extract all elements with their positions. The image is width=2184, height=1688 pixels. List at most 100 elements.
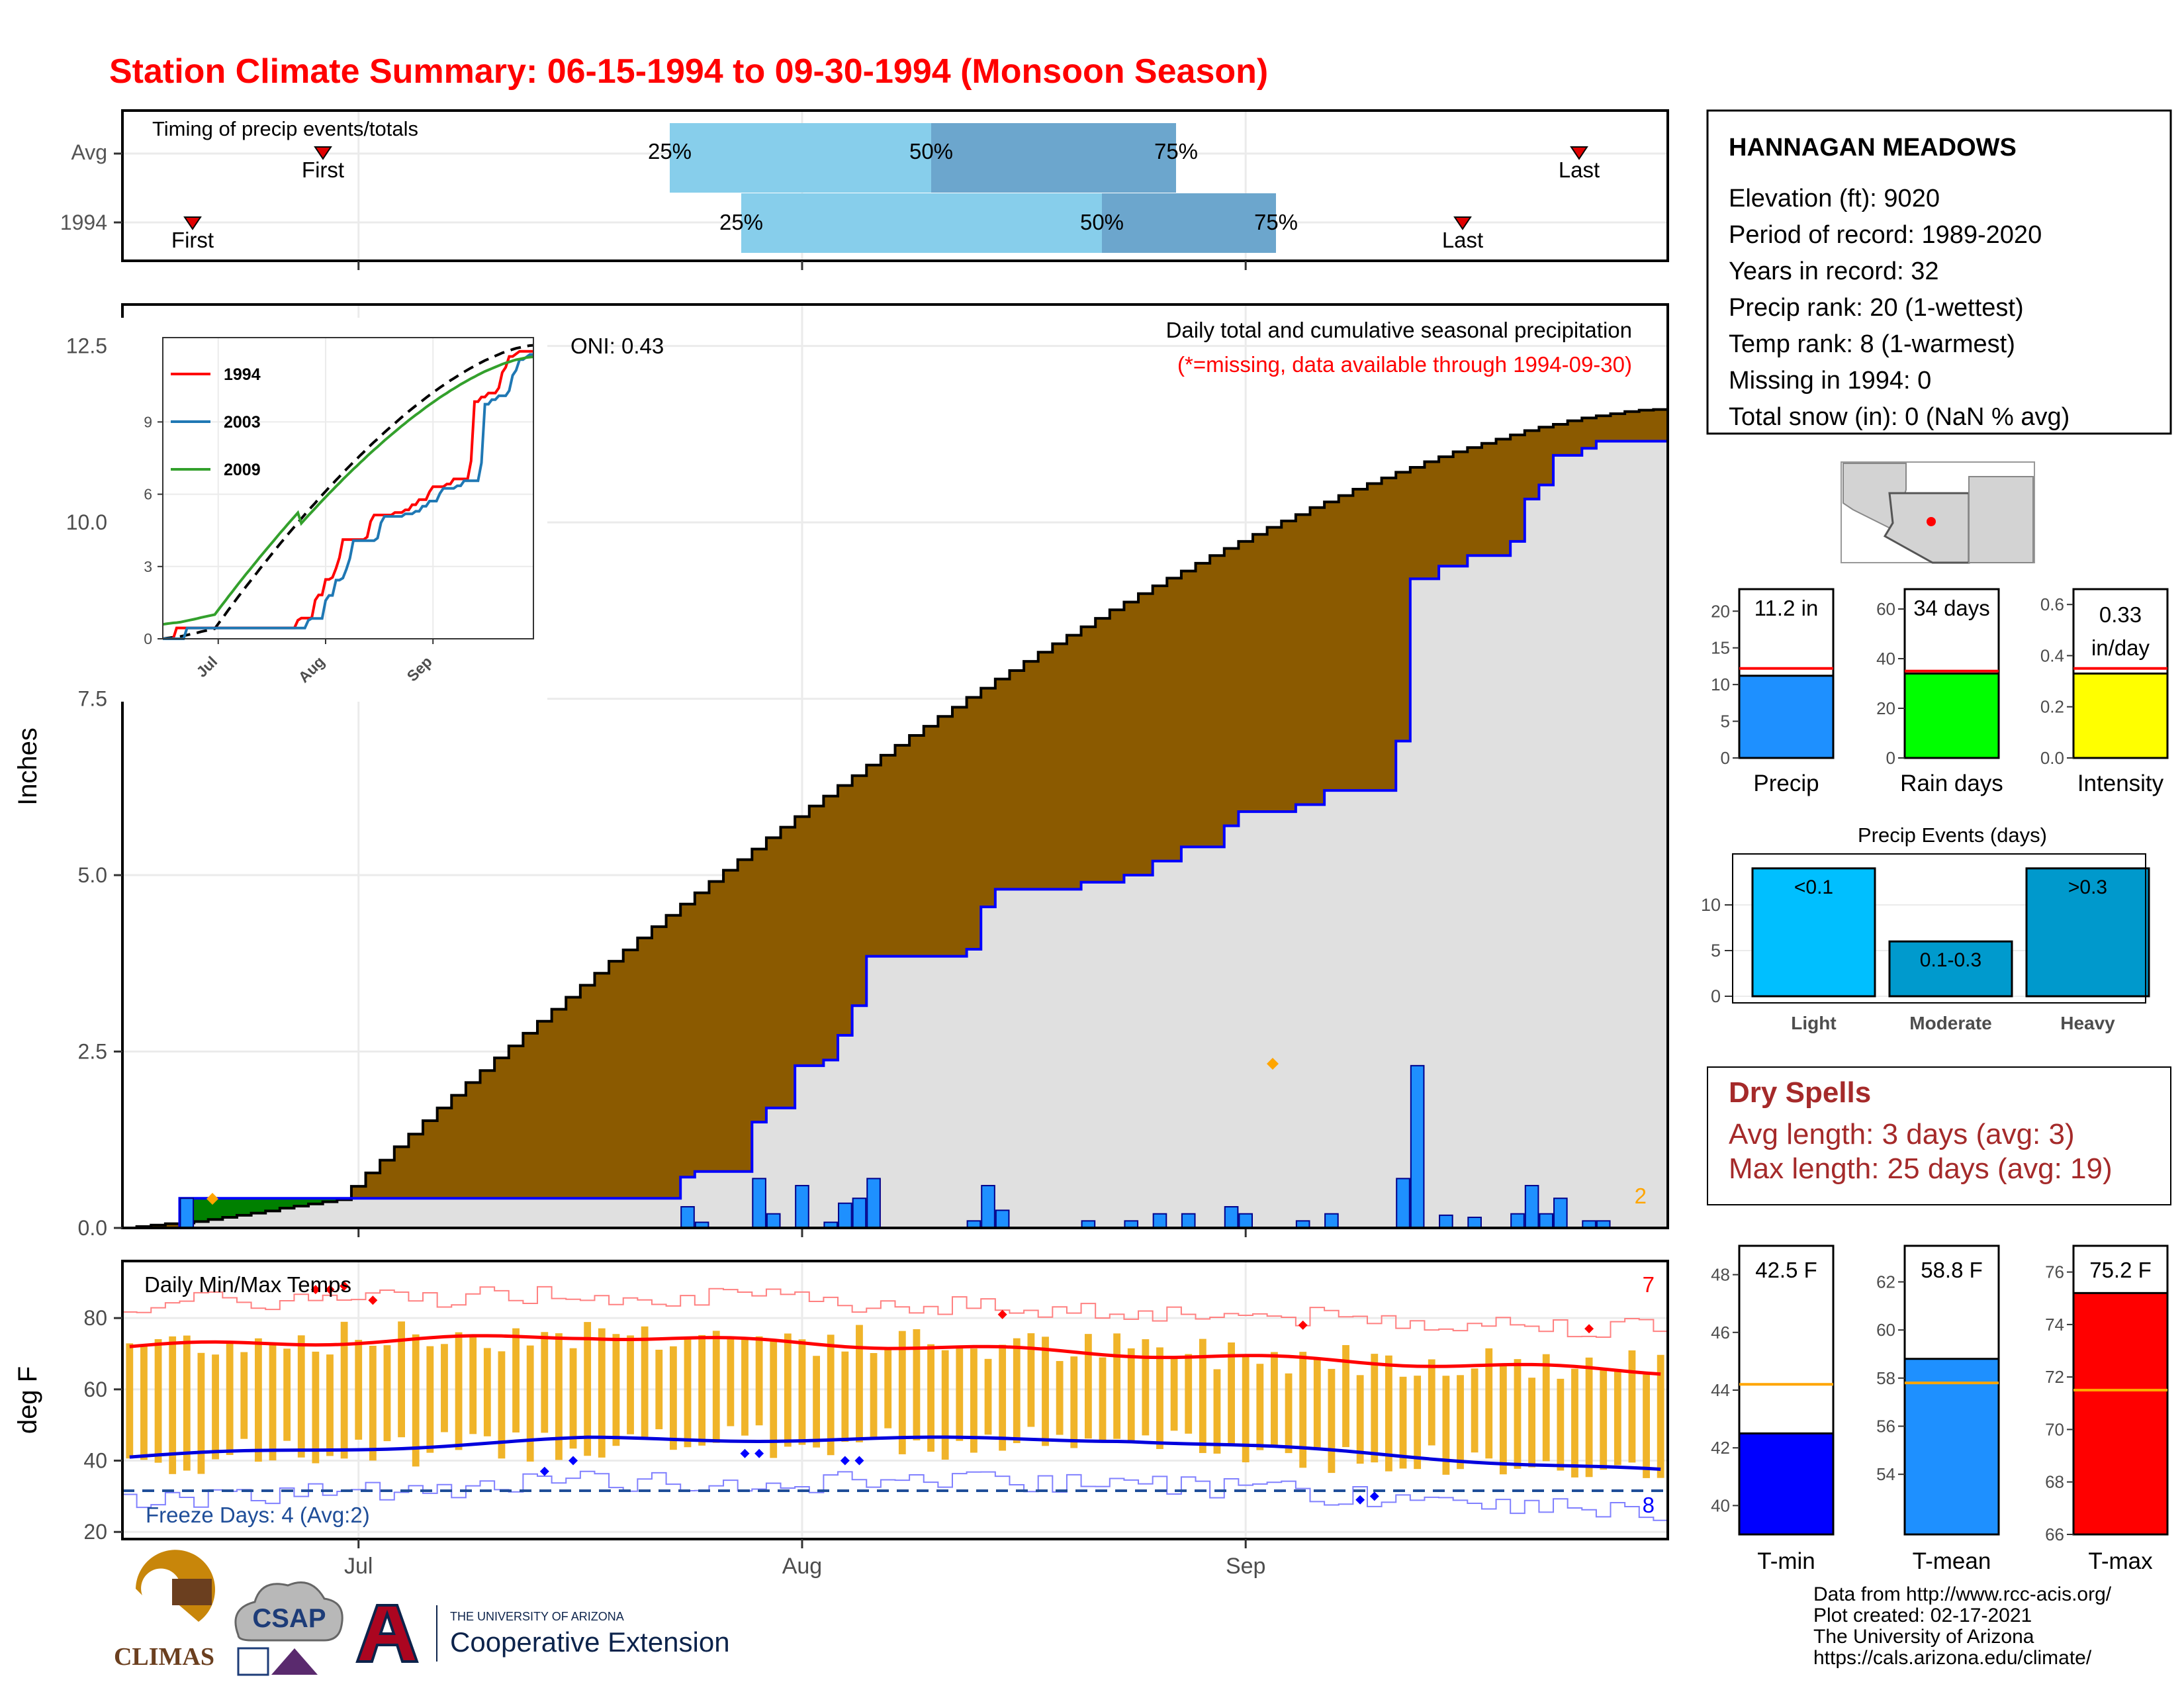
temp-record-marker (340, 1281, 349, 1291)
daily-temp-bar (541, 1332, 549, 1433)
station-info-line: Precip rank: 20 (1-wettest) (1729, 294, 2024, 322)
daily-temp-bar (283, 1348, 291, 1441)
daily-temp-bar (870, 1353, 878, 1438)
inset-legend-label: 1994 (224, 365, 261, 384)
timing-avg-q50-label: 50% (909, 139, 953, 164)
daily-temp-bar (1313, 1358, 1321, 1448)
temp-record-marker (539, 1466, 549, 1476)
csap-wordmark: CSAP (252, 1604, 326, 1633)
temp-summary-y-tick-label: 66 (2045, 1524, 2064, 1544)
station-info-box: HANNAGAN MEADOWS Elevation (ft): 9020 Per… (1706, 109, 2172, 435)
inset-y-tick-label: 9 (144, 413, 152, 430)
daily-precip-bar (995, 1209, 1010, 1229)
daily-temp-bar (1614, 1369, 1621, 1466)
temp-record-marker (325, 1285, 335, 1295)
csap-logo[interactable]: CSAP (234, 1581, 343, 1676)
daily-temp-bar (1499, 1364, 1507, 1475)
timing-yr-last-marker (1453, 216, 1472, 230)
climas-brown-block (172, 1579, 212, 1605)
daily-temp-bar (1542, 1354, 1550, 1462)
station-info-line: Years in record: 32 (1729, 258, 1939, 285)
temp-summary-y-tick-label: 74 (2045, 1315, 2064, 1335)
daily-precip-bar (852, 1197, 867, 1229)
summary-y-tick-label: 0.4 (2040, 645, 2064, 665)
daily-temp-bar (1271, 1352, 1278, 1446)
temp-record-marker (997, 1309, 1007, 1319)
daily-temp-bar (755, 1336, 763, 1426)
timing-label: Timing of precip events/totals (152, 117, 418, 140)
precip-event-bar (2025, 867, 2150, 998)
record-min-line (122, 1470, 1668, 1521)
daily-temp-bar (1127, 1348, 1135, 1441)
daily-temp-bar (426, 1346, 434, 1453)
dry-spells-box: Dry Spells Avg length: 3 days (avg: 3) M… (1707, 1066, 2171, 1205)
temp-summary-label: T-mean (1913, 1548, 1991, 1574)
summary-y-tick-label: 20 (1711, 601, 1730, 621)
daily-temp-bar (412, 1334, 420, 1467)
temp-record-marker (368, 1295, 378, 1305)
daily-temp-bar (1356, 1375, 1364, 1464)
daily-precip-bar (1410, 1064, 1425, 1229)
station-info-line: Total snow (in): 0 (NaN % avg) (1729, 403, 2070, 431)
cumulative-deficit-area (136, 409, 1668, 1228)
daily-precip-bar (1396, 1178, 1410, 1229)
temp-summary-y-tick-label: 42 (1711, 1438, 1730, 1458)
daily-temp-bar (1042, 1336, 1049, 1446)
timing-yr-last-label: Last (1442, 228, 1483, 252)
temp-summary-y-tick-label: 70 (2045, 1419, 2064, 1439)
summary-y-tick-label: 10 (1711, 675, 1730, 694)
inset-series-2003 (163, 353, 533, 640)
daily-temp-bar (1471, 1368, 1479, 1453)
daily-temp-bar (1328, 1368, 1336, 1474)
precip-y-tick-label: 12.5 (66, 334, 107, 358)
max-day-marker (1267, 1058, 1279, 1070)
temp-record-marker (310, 1285, 320, 1295)
temp-record-marker (569, 1456, 578, 1466)
temp-summary-y-tick-label: 48 (1711, 1265, 1730, 1285)
inset-y-tick-label: 3 (144, 558, 152, 575)
temp-summary-value: 42.5 F (1755, 1258, 1817, 1282)
daily-temp-bar (383, 1345, 391, 1442)
daily-temp-bar (1156, 1347, 1163, 1450)
timing-yr-q50-bar (1102, 193, 1276, 253)
daily-precip-bar (680, 1206, 695, 1229)
temp-record-marker (854, 1456, 864, 1466)
daily-temp-bar (598, 1328, 606, 1458)
daily-temp-bar (1514, 1359, 1522, 1469)
climas-logo[interactable]: CLIMAS (114, 1550, 215, 1671)
daily-temp-bar (483, 1348, 491, 1436)
daily-temp-bar (612, 1334, 620, 1446)
ua-cooperative-extension-logo[interactable]: THE UNIVERSITY OF ARIZONA Cooperative Ex… (355, 1604, 730, 1663)
cold-count: 8 (1643, 1493, 1655, 1517)
precip-y-tick-label: 2.5 (78, 1040, 107, 1064)
precip-event-category: Heavy (2060, 1013, 2115, 1033)
temp-panel-frame (121, 1260, 1669, 1540)
oni-label: ONI: 0.43 (570, 334, 664, 358)
daily-temp-bar (240, 1352, 248, 1439)
temp-summary-y-tick-label: 56 (1876, 1417, 1895, 1436)
footer-line-3: The University of Arizona (1813, 1626, 2034, 1648)
temp-summary-value: 58.8 F (1921, 1258, 1983, 1282)
daily-temp-bar (1185, 1354, 1193, 1434)
daily-precip-bar (752, 1178, 766, 1229)
temp-summary-label: T-min (1757, 1548, 1815, 1574)
daily-precip-bar (1467, 1217, 1482, 1229)
avg-cumulative-line (122, 408, 1668, 1229)
temp-summary-y-tick-label: 54 (1876, 1464, 1895, 1484)
daily-temp-bar (441, 1344, 448, 1432)
daily-temp-bar (627, 1335, 634, 1434)
daily-temp-bar (312, 1351, 320, 1464)
daily-temp-bar (1113, 1333, 1121, 1439)
summary-y-tick-label: 0 (1721, 748, 1730, 768)
daily-temp-bar (1600, 1368, 1608, 1470)
daily-precip-bar (1324, 1213, 1339, 1229)
daily-temp-bar (269, 1344, 277, 1461)
precip-y-axis-label: Inches (13, 727, 42, 806)
summary-bar (1903, 673, 2000, 759)
summary-bar-unit: in/day (2091, 635, 2150, 660)
daily-precip-bar (1539, 1213, 1554, 1229)
daily-temp-bar (970, 1348, 978, 1453)
temp-y-tick-label: 40 (83, 1449, 107, 1473)
daily-precip-bar (1524, 1185, 1539, 1229)
temp-y-tick-label: 80 (83, 1306, 107, 1330)
